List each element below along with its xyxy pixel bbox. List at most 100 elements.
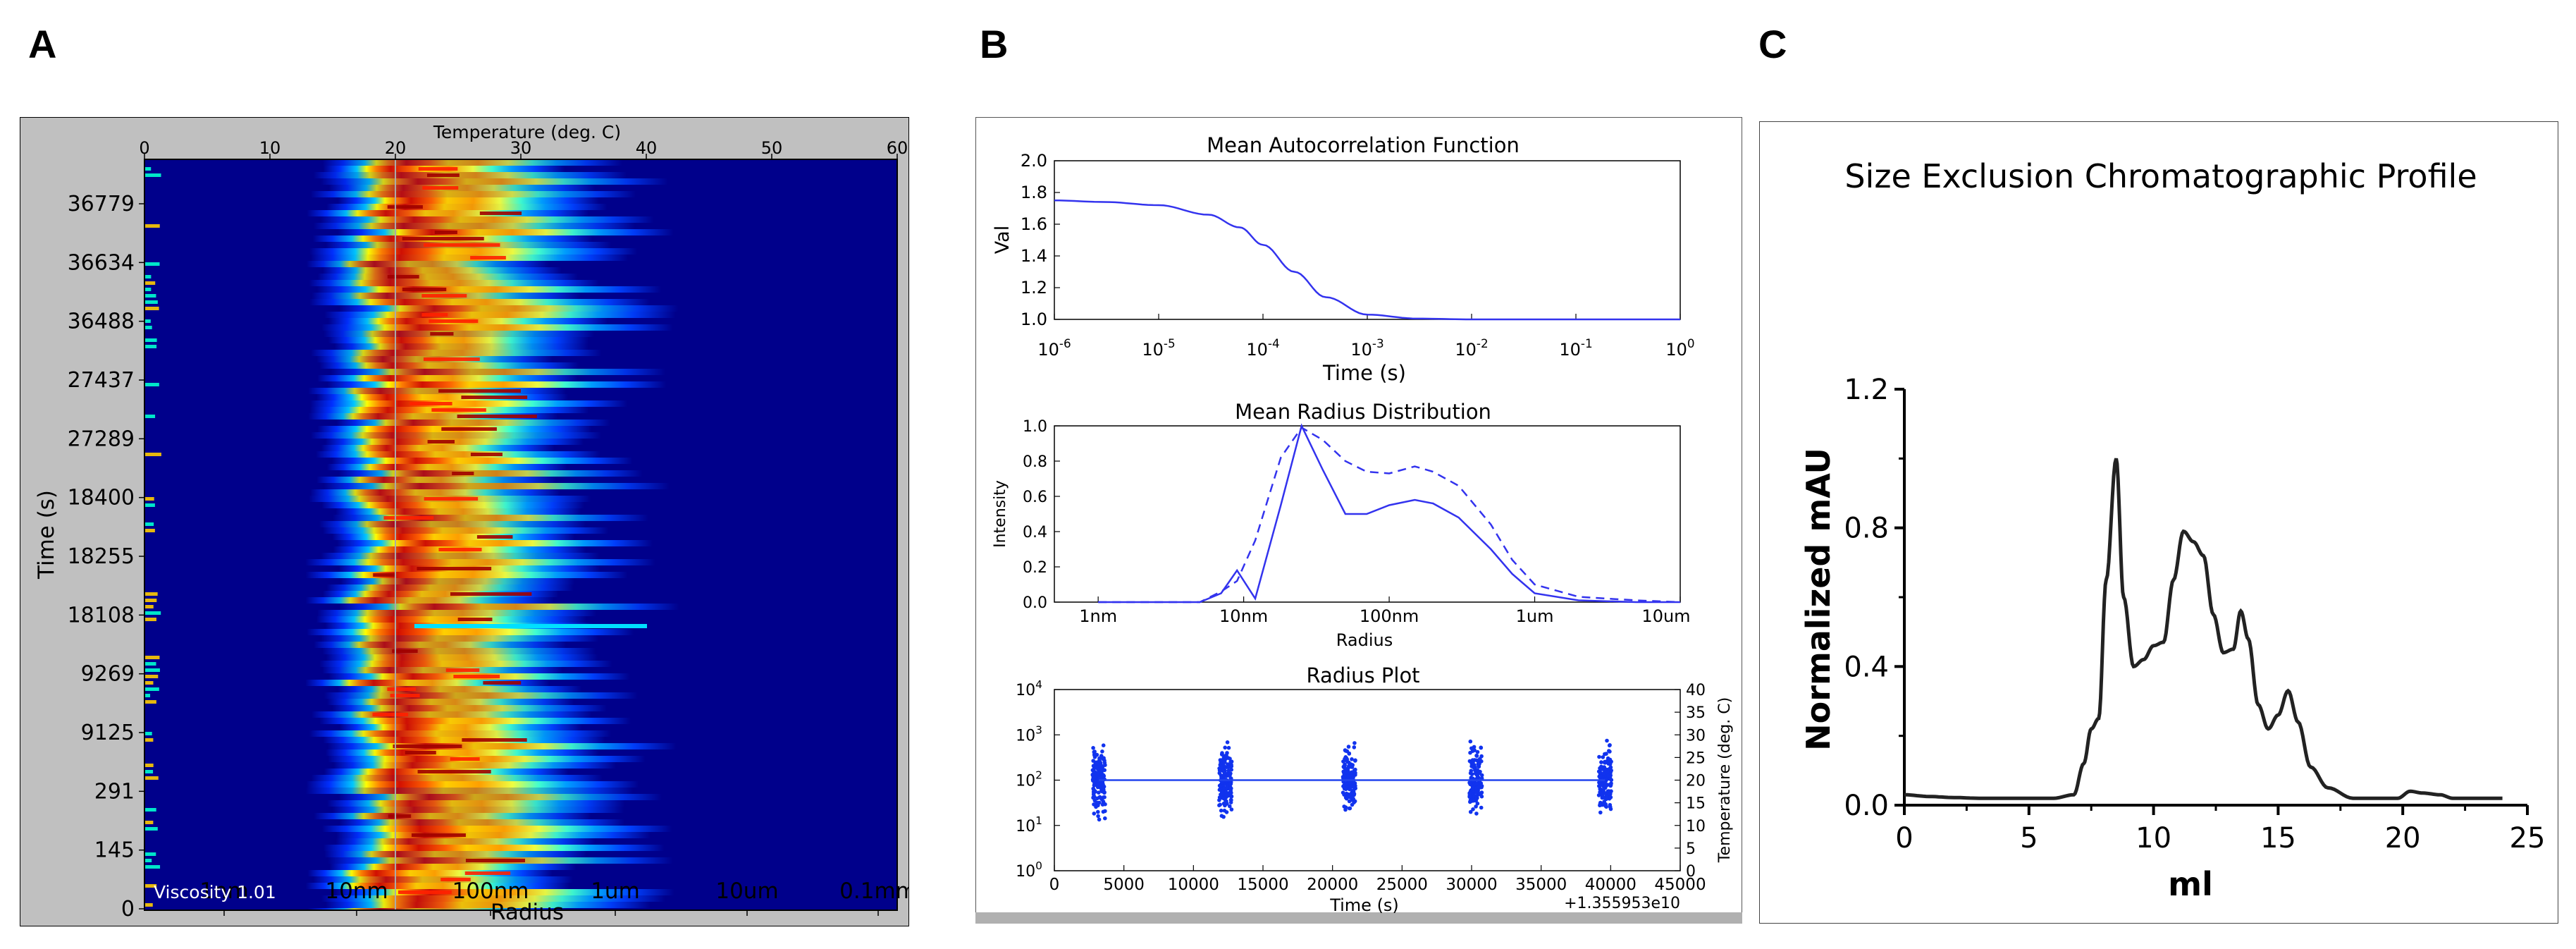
heatmap-row <box>321 502 584 508</box>
sec-xlabel: ml <box>2168 865 2213 903</box>
heatmap-hotspot <box>387 205 423 209</box>
x-axis-tick-label: 1nm <box>199 878 249 904</box>
sec-x-tick-label: 15 <box>2260 822 2296 855</box>
radius-point <box>1477 764 1481 769</box>
radius-plot-y-left-tick-label: 100 <box>1016 859 1042 881</box>
heatmap-hotspot <box>411 833 466 837</box>
radius-point <box>1606 761 1611 766</box>
heatmap-row <box>322 159 622 166</box>
heatmap-edge-spot <box>144 300 158 304</box>
radius-point <box>1604 797 1608 802</box>
heatmap-row <box>326 204 608 210</box>
sec-y-tick-label: 0.4 <box>1844 651 1889 683</box>
radius-dist-y-tick-label: 1.0 <box>1023 418 1047 436</box>
acf-x-tick-label: 10-2 <box>1455 336 1488 360</box>
heatmap-row <box>322 527 609 534</box>
radius-point <box>1475 801 1480 806</box>
radius-point <box>1608 777 1613 781</box>
heatmap-hotspot <box>464 871 511 875</box>
radius-point <box>1229 764 1234 769</box>
heatmap-edge-spot <box>144 592 158 596</box>
heatmap-row <box>317 610 597 616</box>
heatmap-row <box>338 197 599 204</box>
heatmap-hotspot <box>424 243 500 247</box>
radius-dist-chart: Mean Radius Distribution 1nm 10nm 100nm 1um… <box>992 400 1691 650</box>
radius-point <box>1229 767 1233 772</box>
panel-a-xlabel: Radius <box>491 900 564 925</box>
radius-point <box>1226 745 1231 750</box>
radius-point <box>1470 786 1475 791</box>
radius-point <box>1228 786 1233 790</box>
radius-dist-title: Mean Radius Distribution <box>1235 400 1491 424</box>
radius-point <box>1597 780 1602 785</box>
radius-dist-y-tick-label: 0.8 <box>1023 453 1047 471</box>
heatmap-row <box>331 458 633 464</box>
radius-point <box>1092 795 1097 799</box>
x-axis-tick-label: 0.1mm <box>839 878 909 904</box>
radius-point <box>1346 795 1351 799</box>
y-axis-tick-label: 36779 <box>68 192 135 216</box>
radius-point <box>1226 765 1231 770</box>
acf-y-tick-label: 1.8 <box>1021 183 1047 202</box>
radius-point <box>1468 750 1472 755</box>
radius-point <box>1352 792 1357 796</box>
heatmap-hotspot <box>372 713 409 716</box>
heatmap-edge-spot <box>144 865 161 869</box>
sec-x-tick-label: 20 <box>2385 822 2421 855</box>
heatmap-row <box>316 286 662 293</box>
radius-point <box>1221 796 1226 801</box>
radius-point <box>1091 759 1095 763</box>
radius-point <box>1341 776 1345 780</box>
heatmap-row <box>316 394 569 400</box>
heatmap-row <box>322 667 563 673</box>
heatmap-edge-spot <box>144 281 156 285</box>
heatmap-hotspot <box>438 389 521 393</box>
heatmap-hotspot <box>402 237 484 240</box>
heatmap-edge-spot <box>144 288 152 291</box>
radius-point <box>1598 787 1603 792</box>
heatmap-hotspot <box>452 472 474 475</box>
heatmap-row <box>337 686 582 692</box>
radius-plot-y-left-tick-label: 101 <box>1016 814 1042 835</box>
radius-point <box>1472 745 1477 749</box>
radius-point <box>1096 814 1100 819</box>
radius-point <box>1097 790 1101 795</box>
radius-point <box>1347 806 1352 811</box>
radius-point <box>1096 782 1100 786</box>
panel-c-chart: Size Exclusion Chromatographic Profile 0… <box>1759 121 2558 924</box>
radius-point <box>1221 769 1226 773</box>
sec-ylabel: Normalized mAU <box>1799 448 1837 751</box>
radius-point <box>1224 793 1228 797</box>
radius-point <box>1345 773 1350 778</box>
radius-plot-x-tick-label: 15000 <box>1237 876 1288 894</box>
heatmap-row <box>308 413 558 420</box>
radius-dist-y-tick-label: 0.2 <box>1023 559 1047 577</box>
heatmap-row <box>328 756 646 762</box>
radius-point <box>1343 748 1348 752</box>
heatmap-edge-spot <box>144 694 151 697</box>
heatmap-row <box>338 470 643 477</box>
radius-point <box>1101 784 1106 789</box>
heatmap-edge-spot <box>144 687 159 691</box>
sec-x-tick-label: 0 <box>1895 822 1913 855</box>
heatmap-row <box>321 178 668 185</box>
heatmap-row <box>332 534 575 540</box>
radius-point <box>1343 807 1348 812</box>
heatmap-row <box>325 749 599 756</box>
heatmap-row <box>306 261 549 267</box>
radius-plot-x-tick-label: 25000 <box>1376 876 1428 894</box>
heatmap-row <box>319 718 631 724</box>
heatmap-row <box>305 572 628 578</box>
radius-point <box>1220 780 1224 785</box>
radius-point <box>1475 768 1480 773</box>
heatmap-edge-spot <box>144 497 154 501</box>
heatmap-row <box>335 508 581 515</box>
heatmap-edge-spot <box>144 827 158 831</box>
heatmap-row <box>339 305 678 312</box>
acf-series-line <box>1054 200 1680 321</box>
heatmap-hotspot <box>434 231 457 234</box>
panel-c-frame <box>1759 121 2558 924</box>
heatmap-edge-spot <box>144 738 154 742</box>
acf-x-tick-label: 10-5 <box>1142 336 1175 360</box>
acf-ylabel: Val <box>992 226 1013 254</box>
